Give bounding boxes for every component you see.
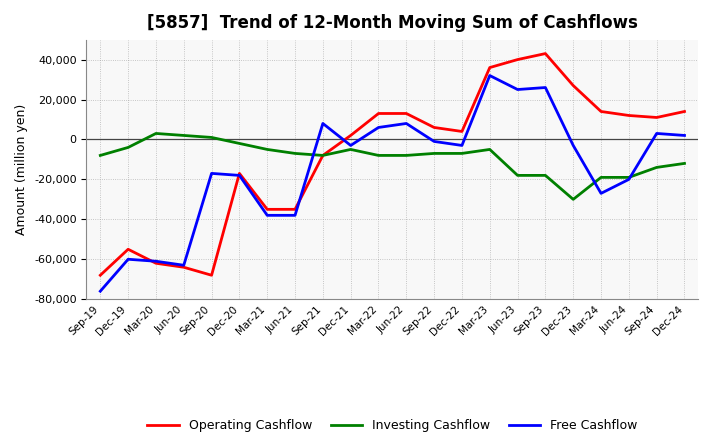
Investing Cashflow bbox=[291, 151, 300, 156]
Investing Cashflow bbox=[346, 147, 355, 152]
Operating Cashflow bbox=[624, 113, 633, 118]
Title: [5857]  Trend of 12-Month Moving Sum of Cashflows: [5857] Trend of 12-Month Moving Sum of C… bbox=[147, 15, 638, 33]
Free Cashflow bbox=[263, 213, 271, 218]
Line: Investing Cashflow: Investing Cashflow bbox=[100, 133, 685, 199]
Investing Cashflow bbox=[569, 197, 577, 202]
Free Cashflow bbox=[374, 125, 383, 130]
Free Cashflow bbox=[402, 121, 410, 126]
Investing Cashflow bbox=[652, 165, 661, 170]
Operating Cashflow bbox=[124, 247, 132, 252]
Investing Cashflow bbox=[179, 133, 188, 138]
Free Cashflow bbox=[207, 171, 216, 176]
Free Cashflow bbox=[235, 173, 243, 178]
Operating Cashflow bbox=[152, 260, 161, 266]
Investing Cashflow bbox=[541, 173, 550, 178]
Investing Cashflow bbox=[624, 175, 633, 180]
Operating Cashflow bbox=[430, 125, 438, 130]
Operating Cashflow bbox=[680, 109, 689, 114]
Operating Cashflow bbox=[513, 57, 522, 62]
Operating Cashflow bbox=[318, 153, 327, 158]
Investing Cashflow bbox=[402, 153, 410, 158]
Free Cashflow bbox=[485, 73, 494, 78]
Investing Cashflow bbox=[680, 161, 689, 166]
Investing Cashflow bbox=[152, 131, 161, 136]
Free Cashflow bbox=[318, 121, 327, 126]
Investing Cashflow bbox=[458, 151, 467, 156]
Investing Cashflow bbox=[374, 153, 383, 158]
Operating Cashflow bbox=[263, 207, 271, 212]
Investing Cashflow bbox=[513, 173, 522, 178]
Operating Cashflow bbox=[485, 65, 494, 70]
Free Cashflow bbox=[346, 143, 355, 148]
Free Cashflow bbox=[624, 177, 633, 182]
Operating Cashflow bbox=[207, 273, 216, 278]
Operating Cashflow bbox=[96, 273, 104, 278]
Investing Cashflow bbox=[597, 175, 606, 180]
Y-axis label: Amount (million yen): Amount (million yen) bbox=[16, 104, 29, 235]
Free Cashflow bbox=[541, 85, 550, 90]
Line: Operating Cashflow: Operating Cashflow bbox=[100, 54, 685, 275]
Investing Cashflow bbox=[485, 147, 494, 152]
Investing Cashflow bbox=[207, 135, 216, 140]
Operating Cashflow bbox=[541, 51, 550, 56]
Operating Cashflow bbox=[597, 109, 606, 114]
Investing Cashflow bbox=[318, 153, 327, 158]
Operating Cashflow bbox=[235, 171, 243, 176]
Free Cashflow bbox=[124, 257, 132, 262]
Free Cashflow bbox=[152, 259, 161, 264]
Operating Cashflow bbox=[458, 129, 467, 134]
Investing Cashflow bbox=[263, 147, 271, 152]
Free Cashflow bbox=[291, 213, 300, 218]
Free Cashflow bbox=[597, 191, 606, 196]
Investing Cashflow bbox=[235, 141, 243, 146]
Free Cashflow bbox=[652, 131, 661, 136]
Free Cashflow bbox=[458, 143, 467, 148]
Free Cashflow bbox=[680, 133, 689, 138]
Free Cashflow bbox=[513, 87, 522, 92]
Free Cashflow bbox=[569, 143, 577, 148]
Investing Cashflow bbox=[430, 151, 438, 156]
Free Cashflow bbox=[179, 263, 188, 268]
Operating Cashflow bbox=[569, 83, 577, 88]
Operating Cashflow bbox=[291, 207, 300, 212]
Investing Cashflow bbox=[96, 153, 104, 158]
Legend: Operating Cashflow, Investing Cashflow, Free Cashflow: Operating Cashflow, Investing Cashflow, … bbox=[143, 414, 642, 437]
Free Cashflow bbox=[96, 289, 104, 294]
Investing Cashflow bbox=[124, 145, 132, 150]
Line: Free Cashflow: Free Cashflow bbox=[100, 76, 685, 291]
Operating Cashflow bbox=[179, 264, 188, 270]
Operating Cashflow bbox=[374, 111, 383, 116]
Free Cashflow bbox=[430, 139, 438, 144]
Operating Cashflow bbox=[652, 115, 661, 120]
Operating Cashflow bbox=[402, 111, 410, 116]
Operating Cashflow bbox=[346, 133, 355, 138]
